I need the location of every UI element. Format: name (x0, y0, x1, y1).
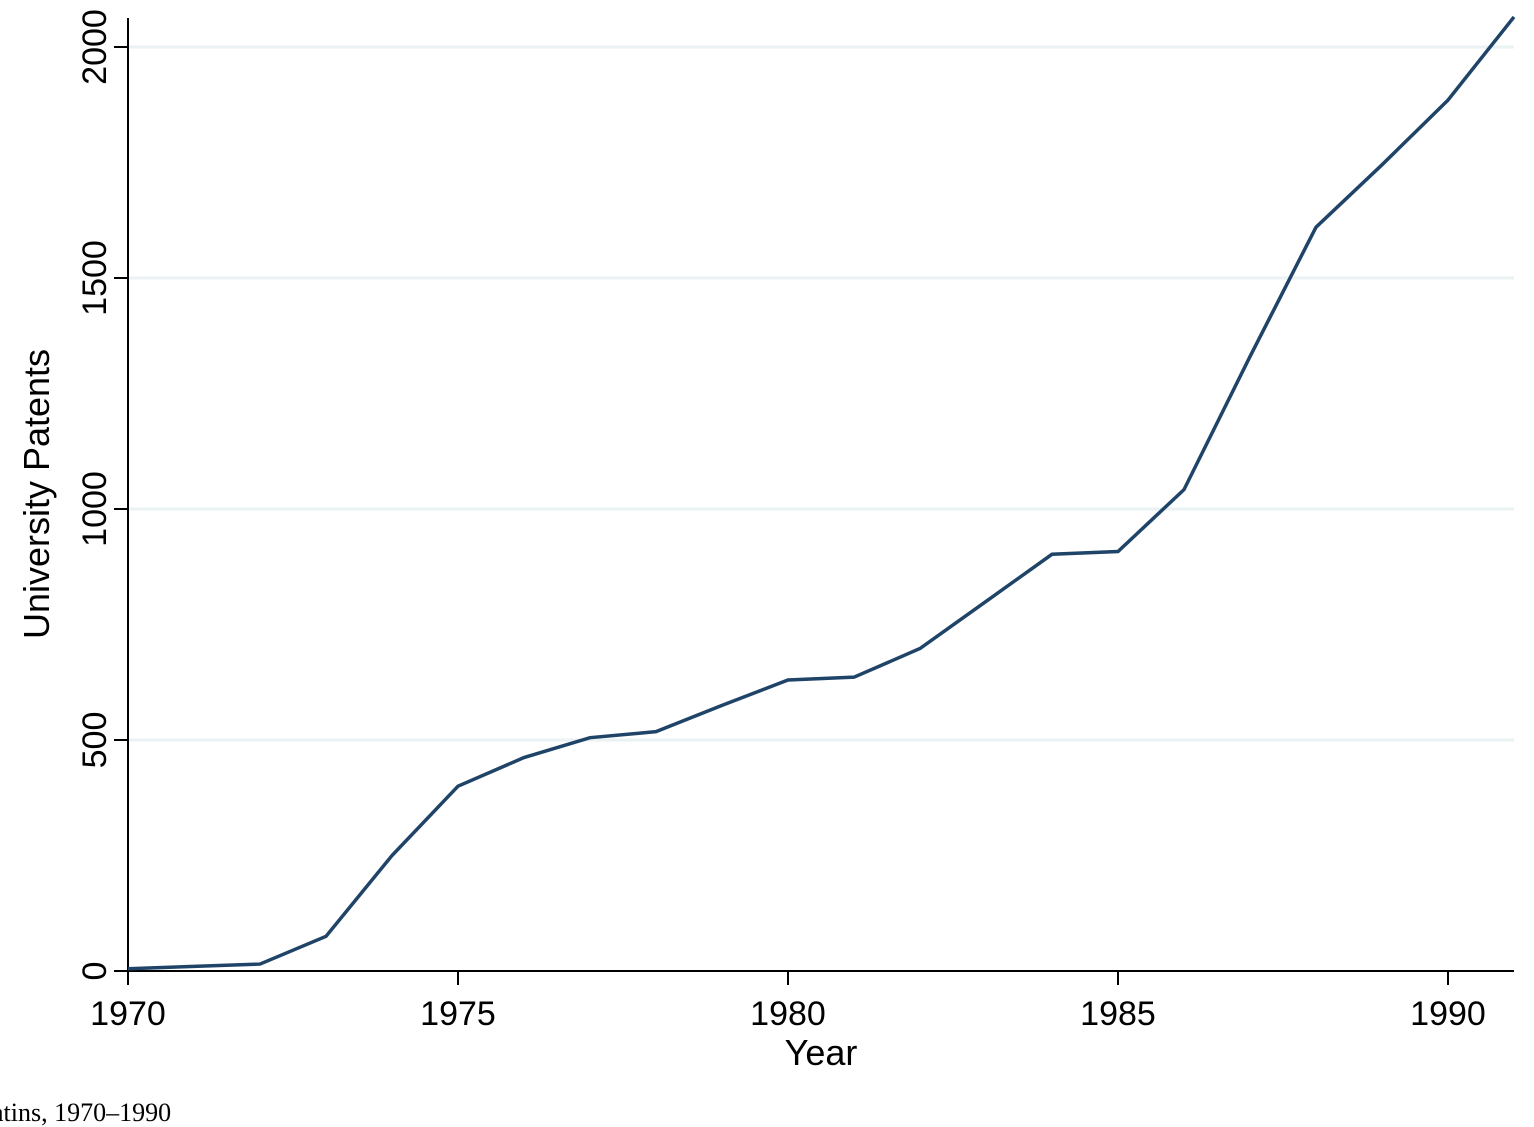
series-layer (127, 15, 1516, 971)
x-tick-label-1990: 1990 (1410, 995, 1486, 1033)
x-axis-ticks: 1970 1975 1980 1985 1990 (90, 971, 1486, 1033)
x-tick-label-1980: 1980 (750, 995, 826, 1033)
figure-caption: atins, 1970–1990 (0, 1098, 172, 1127)
gridlines (129, 45, 1514, 742)
y-tick-label-0: 0 (76, 962, 114, 981)
x-tick-label-1970: 1970 (90, 995, 166, 1033)
y-tick-label-1500: 1500 (76, 240, 114, 316)
y-tick-label-500: 500 (76, 712, 114, 769)
y-tick-label-1000: 1000 (76, 471, 114, 547)
x-axis-title: Year (785, 1032, 858, 1073)
y-axis-title: University Patents (16, 349, 57, 639)
y-axis-ticks: 0 500 1000 1500 2000 (76, 9, 128, 980)
x-tick-label-1985: 1985 (1080, 995, 1156, 1033)
series-line-0 (127, 15, 1516, 971)
y-tick-label-2000: 2000 (76, 9, 114, 85)
axes (127, 18, 1514, 972)
x-tick-label-1975: 1975 (420, 995, 496, 1033)
